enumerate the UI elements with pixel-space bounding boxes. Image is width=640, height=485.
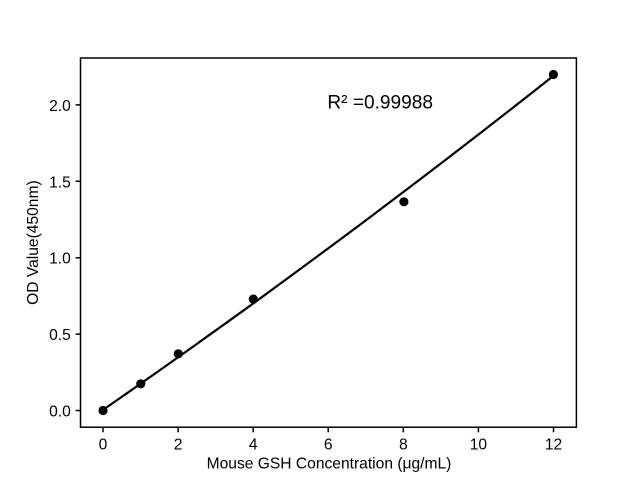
svg-text:12: 12 [545, 436, 562, 453]
svg-text:10: 10 [470, 436, 488, 453]
svg-text:Mouse GSH Concentration (μg/mL: Mouse GSH Concentration (μg/mL) [207, 456, 452, 473]
svg-text:OD Value(450nm): OD Value(450nm) [25, 180, 42, 305]
svg-text:2.0: 2.0 [49, 98, 71, 115]
svg-text:1.5: 1.5 [49, 174, 71, 191]
svg-text:0.5: 0.5 [49, 327, 71, 344]
svg-text:0.0: 0.0 [49, 404, 71, 421]
svg-text:1.0: 1.0 [49, 251, 71, 268]
svg-text:6: 6 [324, 436, 333, 453]
svg-text:2: 2 [174, 436, 183, 453]
svg-text:R² =0.99988: R² =0.99988 [327, 93, 433, 114]
svg-text:4: 4 [249, 436, 258, 453]
svg-text:0: 0 [99, 436, 108, 453]
svg-text:8: 8 [399, 436, 408, 453]
